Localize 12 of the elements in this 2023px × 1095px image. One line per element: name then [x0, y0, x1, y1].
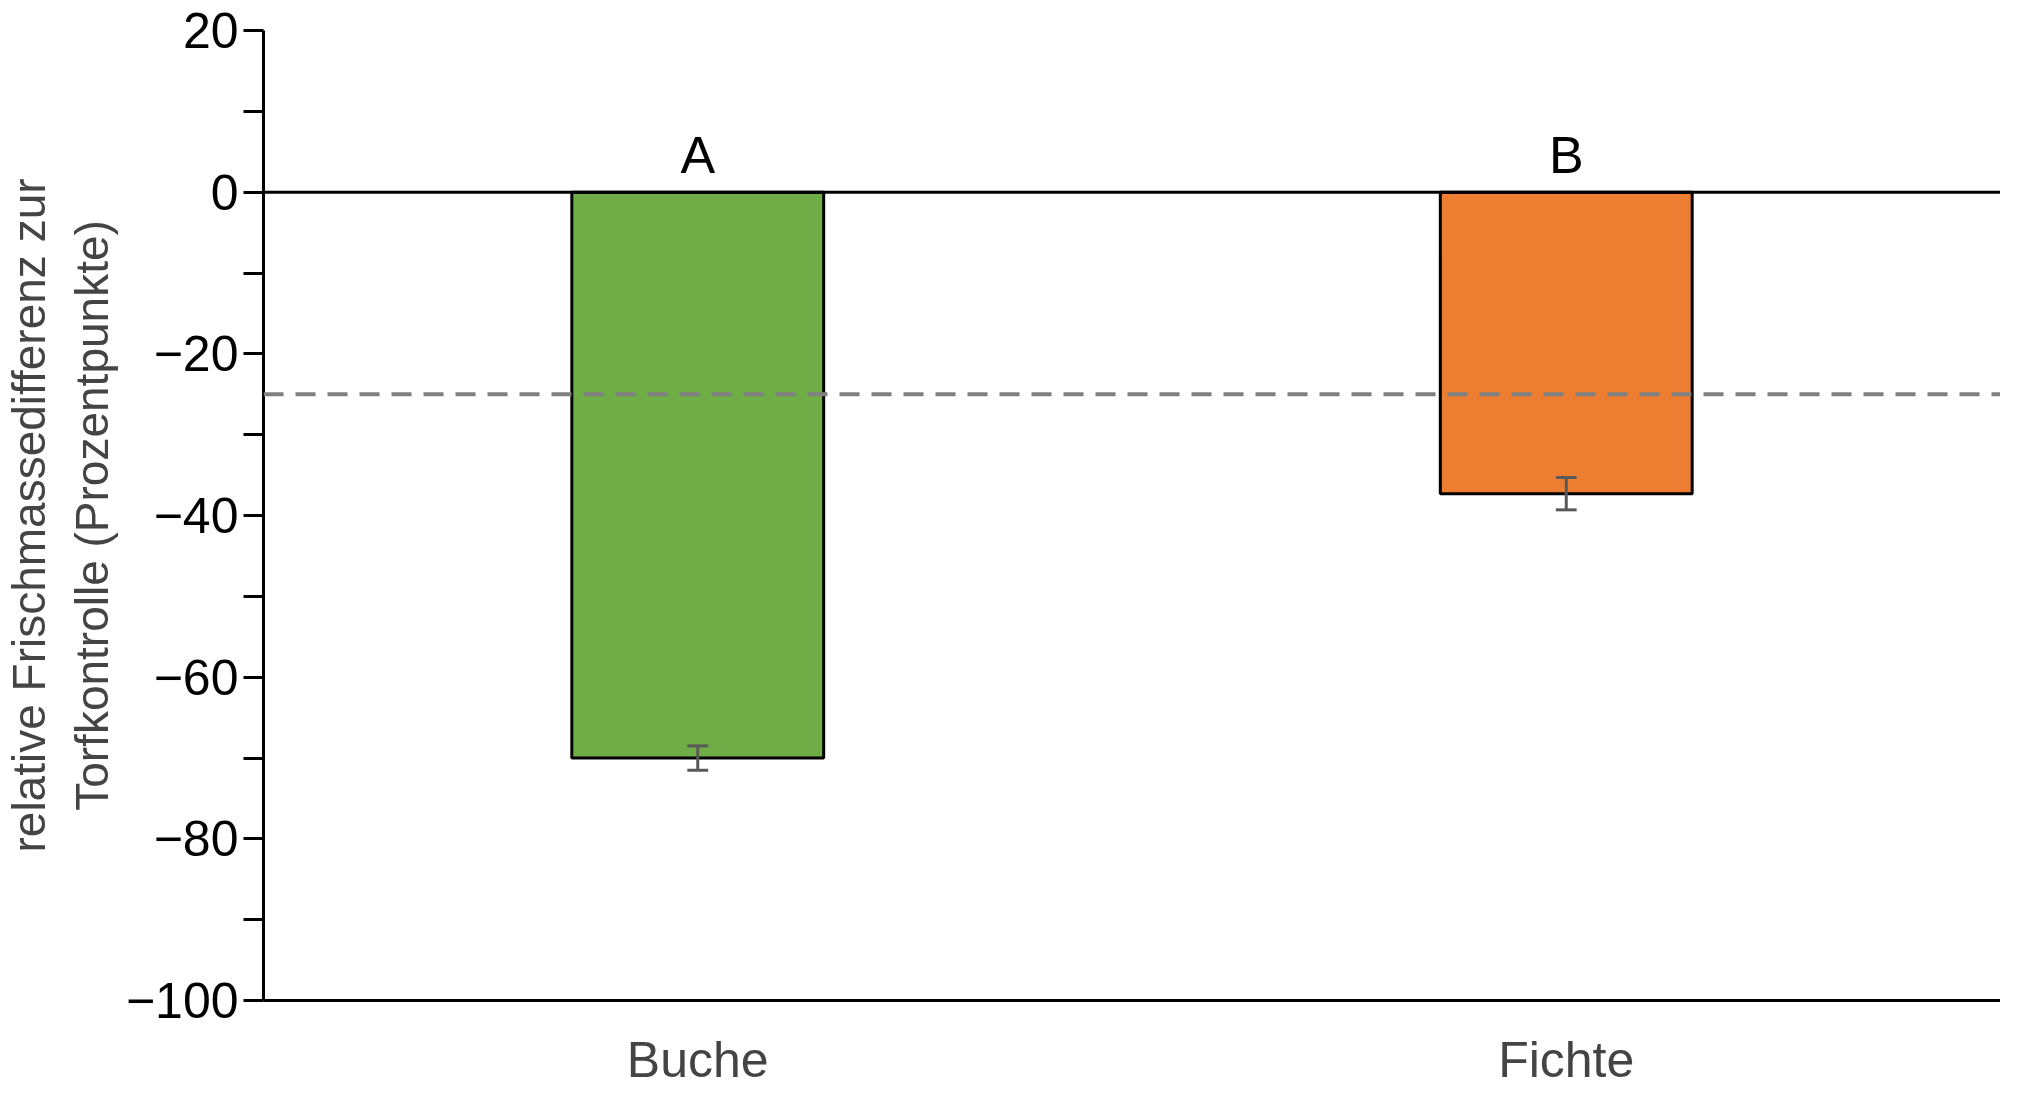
y-tick-label: 20 [182, 3, 239, 59]
x-tick-label: Fichte [1498, 1031, 1635, 1088]
y-tick-label: −20 [153, 326, 239, 383]
y-tick-label: −80 [153, 811, 239, 868]
y-tick-label: 0 [210, 164, 239, 221]
annotation: B [1548, 126, 1584, 185]
x-tick-label: Buche [626, 1031, 769, 1088]
y-tick-label: −60 [153, 649, 239, 706]
annotation: A [680, 126, 716, 185]
y-axis-title: relative Frischmassedifferenz zur Torfkontrolle (Prozentpunkte) [3, 178, 118, 853]
y-tick-label: −40 [153, 488, 239, 544]
y-tick-label: −100 [125, 973, 239, 1029]
